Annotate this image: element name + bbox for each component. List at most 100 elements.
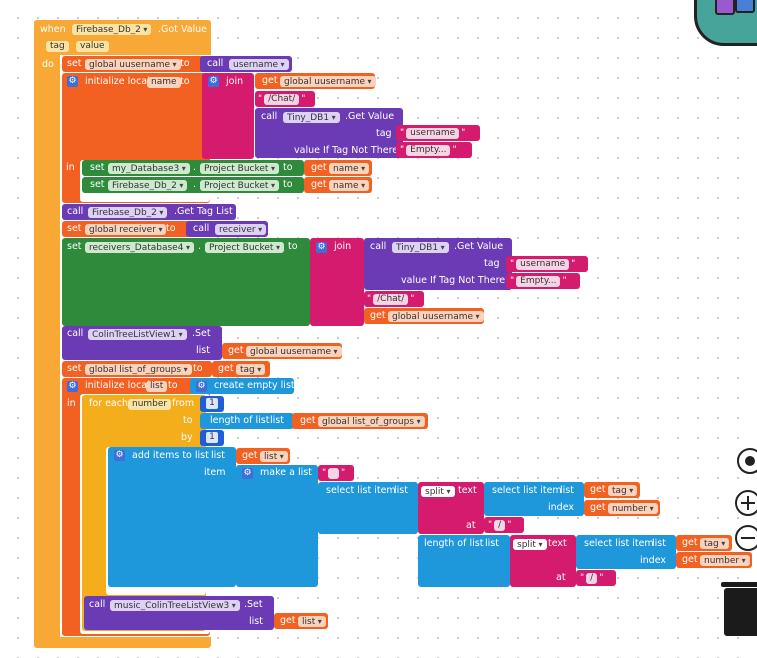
make-a-list-block[interactable]	[236, 465, 318, 587]
method-label: .Set	[192, 328, 211, 339]
var-dropdown[interactable]: name	[329, 163, 370, 174]
property-dropdown[interactable]: Project Bucket	[200, 180, 279, 191]
list-label: list	[211, 450, 225, 461]
mutator-gear-icon[interactable]: ⚙	[114, 450, 125, 461]
mutator-gear-icon[interactable]: ⚙	[67, 76, 78, 87]
do-label: do	[42, 59, 54, 70]
zoom-in-icon[interactable]	[735, 490, 757, 516]
var-dropdown[interactable]: global uusername	[280, 76, 376, 87]
select-list-item-block[interactable]	[576, 535, 676, 569]
local-name-field[interactable]: name	[147, 77, 181, 88]
select-list-item-block[interactable]	[318, 482, 418, 534]
list-label: list	[652, 538, 666, 549]
method-label: .Get Value	[454, 241, 504, 252]
get-label: get	[311, 162, 327, 173]
create-empty-list-block[interactable]	[190, 378, 294, 394]
init-local-label: initialize local	[85, 76, 150, 87]
loop-var-field[interactable]: number	[128, 399, 172, 410]
mutator-gear-icon[interactable]: ⚙	[242, 468, 253, 479]
number-field[interactable]: 1	[206, 398, 218, 409]
component-dropdown[interactable]: music_ColinTreeListView3	[110, 600, 240, 611]
component-dropdown[interactable]: Firebase_Db_2	[88, 207, 168, 218]
var-dropdown[interactable]: tag	[700, 538, 730, 549]
length-of-list-label: length of list	[424, 538, 484, 549]
select-list-item-label: select list item	[584, 538, 654, 549]
component-dropdown[interactable]: Tiny_DB1	[283, 112, 340, 123]
text-blank[interactable]: " "	[322, 468, 346, 479]
component-dropdown[interactable]: Firebase_Db_2	[108, 180, 188, 191]
text-slash[interactable]: " / "	[488, 520, 512, 531]
dot-label: .	[198, 241, 202, 252]
component-dropdown[interactable]: ColinTreeListView1	[88, 329, 187, 340]
text-username[interactable]: " username "	[510, 259, 576, 270]
select-list-item-label: select list item	[326, 485, 396, 496]
call-label: call	[193, 223, 210, 234]
var-dropdown[interactable]: tag	[608, 485, 638, 496]
mutator-gear-icon[interactable]: ⚙	[196, 381, 207, 392]
get-label: get	[242, 450, 258, 461]
call-label: call	[261, 111, 278, 122]
text-chat[interactable]: "/Chat/"	[258, 94, 306, 105]
var-dropdown[interactable]: global uusername	[246, 346, 342, 357]
number-field[interactable]: 1	[206, 432, 218, 443]
trash-icon[interactable]	[721, 582, 757, 636]
recenter-icon[interactable]	[737, 448, 757, 474]
text-empty[interactable]: " Empty... "	[400, 145, 457, 156]
to-label: to	[168, 380, 178, 391]
index-label: index	[382, 538, 408, 549]
var-dropdown[interactable]: global receiver	[85, 224, 167, 235]
var-dropdown[interactable]: tag	[236, 364, 266, 375]
property-dropdown[interactable]: Project Bucket	[200, 163, 279, 174]
local-list-field[interactable]: list	[146, 381, 168, 392]
get-label: get	[311, 179, 327, 190]
to-label: to	[283, 162, 293, 173]
component-dropdown[interactable]: Tiny_DB1	[392, 242, 449, 253]
text-empty[interactable]: " Empty... "	[510, 276, 567, 287]
select-list-item-block[interactable]	[484, 482, 584, 516]
join-block[interactable]	[202, 73, 254, 159]
to-label: to	[166, 223, 176, 234]
tag-label: tag	[376, 128, 392, 139]
set-label: set	[67, 241, 82, 252]
var-dropdown[interactable]: global uusername	[388, 311, 484, 322]
event-component-dropdown[interactable]: Firebase_Db_2	[72, 24, 152, 35]
text-chat[interactable]: "/Chat/"	[367, 294, 415, 305]
at-label: at	[466, 520, 476, 531]
property-dropdown[interactable]: Project Bucket	[205, 242, 284, 253]
mutator-gear-icon[interactable]: ⚙	[316, 242, 327, 253]
param-tag[interactable]: tag	[46, 41, 69, 52]
to-label: to	[183, 415, 193, 426]
mutator-gear-icon[interactable]: ⚙	[67, 381, 78, 392]
to-label: to	[180, 76, 190, 87]
var-dropdown[interactable]: list	[260, 451, 288, 462]
length-of-list-block[interactable]	[418, 535, 510, 587]
procedure-dropdown[interactable]: username	[229, 59, 289, 70]
get-label: get	[218, 363, 234, 374]
procedure-dropdown[interactable]: receiver	[215, 224, 267, 235]
get-label: get	[262, 75, 278, 86]
text-username[interactable]: " username "	[400, 128, 466, 139]
mutator-gear-icon[interactable]: ⚙	[208, 76, 219, 87]
join-label: join	[334, 241, 352, 252]
backpack-icon[interactable]	[694, 0, 757, 46]
add-items-to-list-block[interactable]	[108, 447, 236, 587]
zoom-out-icon[interactable]	[735, 525, 757, 551]
make-a-list-label: make a list	[260, 467, 312, 478]
var-dropdown[interactable]: list	[298, 616, 326, 627]
var-dropdown[interactable]: global uusername	[85, 59, 181, 70]
var-dropdown[interactable]: global list_of_groups	[318, 416, 425, 427]
component-dropdown[interactable]: my_Database3	[108, 163, 190, 174]
var-dropdown[interactable]: number	[700, 555, 750, 566]
text-slash[interactable]: " / "	[580, 573, 604, 584]
param-value[interactable]: value	[76, 41, 109, 52]
component-dropdown[interactable]: receivers_Database4	[85, 242, 195, 253]
length-of-list-block[interactable]	[200, 413, 294, 429]
var-dropdown[interactable]: number	[608, 503, 658, 514]
to-label: to	[288, 241, 298, 252]
split-dropdown[interactable]: split	[421, 486, 455, 497]
tag-label: tag	[484, 258, 500, 269]
split-dropdown[interactable]: split	[513, 539, 547, 550]
var-dropdown[interactable]: name	[329, 180, 370, 191]
var-dropdown[interactable]: global list_of_groups	[85, 364, 192, 375]
